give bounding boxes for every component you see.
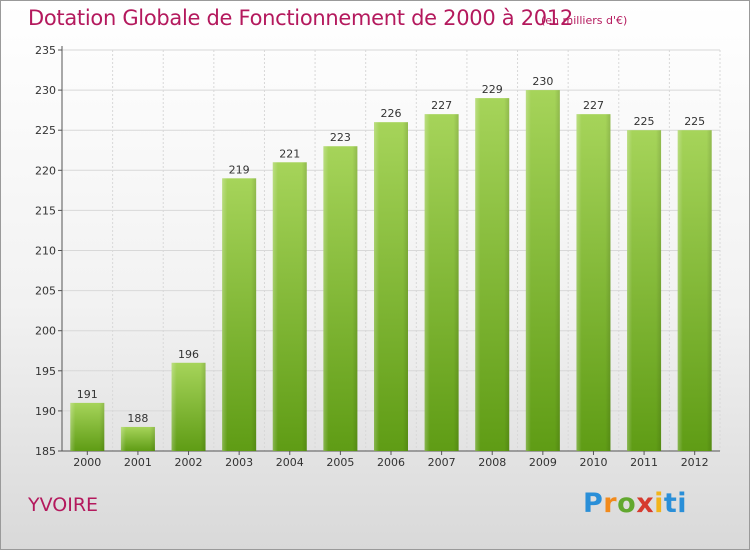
- bar-shade: [171, 362, 206, 451]
- y-tick-label: 185: [35, 445, 56, 458]
- logo-letter: o: [617, 488, 637, 519]
- bar-shade: [70, 402, 105, 451]
- proxiti-logo: Proxiti: [583, 488, 687, 519]
- bar-shade: [222, 178, 257, 451]
- bar-value-label: 227: [583, 99, 604, 112]
- bar-value-label: 191: [77, 388, 98, 401]
- bar-shade: [374, 122, 408, 452]
- y-tick-label: 200: [35, 325, 56, 338]
- logo-letter: i: [654, 488, 664, 519]
- bar-value-label: 196: [178, 348, 199, 361]
- bar-value-label: 226: [381, 107, 402, 120]
- x-tick-label: 2008: [478, 456, 506, 469]
- bar-value-label: 229: [482, 83, 503, 96]
- bar-value-label: 225: [684, 115, 705, 128]
- y-tick-label: 235: [35, 44, 56, 57]
- x-tick-label: 2000: [73, 456, 101, 469]
- bar-value-label: 230: [532, 75, 553, 88]
- logo-letter: ti: [663, 488, 688, 519]
- y-tick-label: 195: [35, 365, 56, 378]
- y-tick-label: 215: [35, 204, 56, 217]
- x-tick-label: 2009: [529, 456, 557, 469]
- x-tick-label: 2012: [681, 456, 709, 469]
- y-tick-label: 220: [35, 164, 56, 177]
- bars: [70, 90, 712, 452]
- bar-value-label: 221: [279, 147, 300, 160]
- bar-value-label: 223: [330, 131, 351, 144]
- y-tick-label: 225: [35, 124, 56, 137]
- bar-shade: [424, 114, 459, 451]
- commune-name: YVOIRE: [28, 494, 99, 516]
- x-tick-label: 2011: [630, 456, 658, 469]
- x-tick-label: 2004: [276, 456, 304, 469]
- bar-shade: [120, 426, 155, 451]
- x-tick-label: 2010: [579, 456, 607, 469]
- bar-value-label: 227: [431, 99, 452, 112]
- bar-shade: [272, 162, 307, 451]
- chart-subtitle: (en milliers d'€): [541, 14, 628, 27]
- bar-value-label: 188: [127, 412, 148, 425]
- chart-title: Dotation Globale de Fonctionnement de 20…: [28, 6, 573, 30]
- x-tick-label: 2006: [377, 456, 405, 469]
- bar-shade: [475, 98, 510, 452]
- bar-shade: [627, 130, 662, 451]
- y-tick-label: 210: [35, 245, 56, 258]
- logo-letter: x: [636, 488, 655, 519]
- bar-shade: [525, 90, 560, 451]
- y-tick-label: 205: [35, 285, 56, 298]
- bar-shade: [677, 130, 712, 451]
- logo-letter: P: [583, 488, 604, 519]
- bar-value-label: 219: [229, 163, 250, 176]
- x-tick-label: 2003: [225, 456, 253, 469]
- x-tick-label: 2007: [428, 456, 456, 469]
- x-tick-label: 2001: [124, 456, 152, 469]
- x-tick-label: 2005: [326, 456, 354, 469]
- labels: 191 2000 188 2001 196 2002 219 2003 221 2004 223 20…: [73, 75, 708, 469]
- bar-shade: [323, 146, 358, 452]
- y-tick-label: 190: [35, 405, 56, 418]
- logo-letter: r: [603, 488, 618, 519]
- x-tick-label: 2002: [175, 456, 203, 469]
- bar-value-label: 225: [634, 115, 655, 128]
- bar-shade: [576, 114, 611, 451]
- y-tick-label: 230: [35, 84, 56, 97]
